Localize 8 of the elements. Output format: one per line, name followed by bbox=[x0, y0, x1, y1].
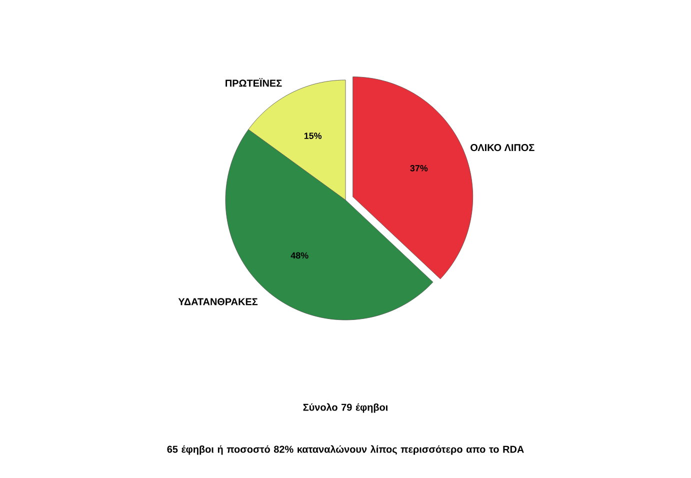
data-label: 15% bbox=[304, 132, 322, 139]
slice-label: ΠΡΩΤΕΪΝΕΣ bbox=[226, 78, 282, 87]
text: 65 έφηβοι ή ποσοστό 82% καταναλώνουν λίπος περισσότερο απο το RDA bbox=[167, 445, 524, 455]
slice-label: ΥΔΑΤΑΝΘΡΑΚΕΣ bbox=[178, 298, 258, 306]
text: Σύνολο 79 έφηβοι bbox=[303, 403, 388, 413]
slice-label: ΟΛΙΚΟ ΛΙΠΟΣ bbox=[470, 144, 534, 152]
data-label: 48% bbox=[290, 252, 308, 259]
data-label: 37% bbox=[410, 165, 428, 172]
